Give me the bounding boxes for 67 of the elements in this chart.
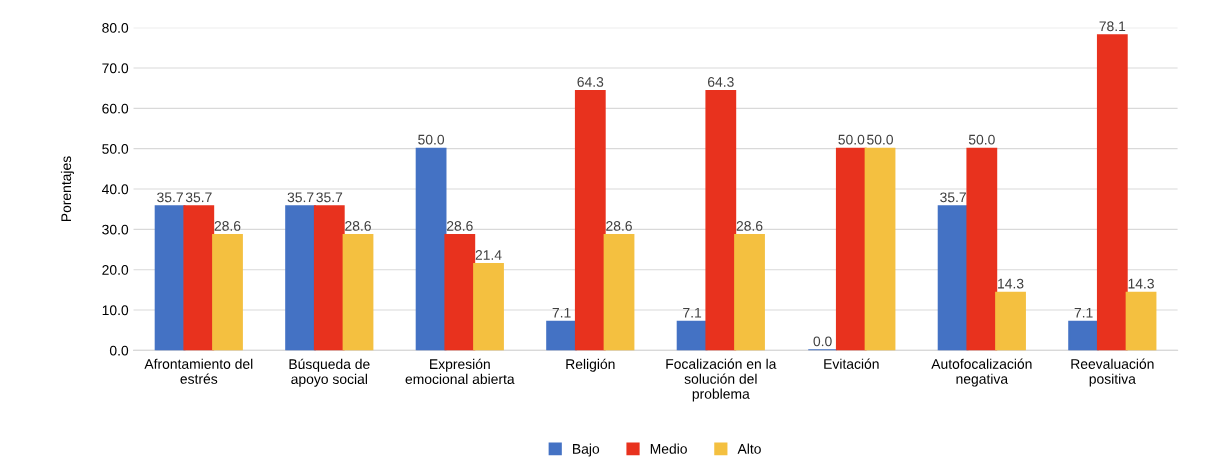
x-tick-label: Reevaluación positiva [1071,358,1154,387]
data-label: 50.0 [418,134,445,145]
y-tick-label: 70.0 [102,63,129,74]
data-label: 7.1 [1074,307,1093,318]
legend-label: Medio [650,443,687,454]
data-label: 28.6 [345,221,371,231]
bar [212,233,243,351]
data-label: 14.3 [998,278,1024,289]
bar [342,233,374,351]
bar [183,205,215,351]
data-label: 28.6 [606,221,632,231]
data-label: 50.0 [838,134,865,145]
data-label: 35.7 [287,192,314,203]
y-axis-title: Porentajes [60,156,74,222]
bar [1068,320,1100,351]
bar [285,205,316,351]
bar [937,205,969,351]
bar [546,320,577,351]
x-tick-label: Afrontamiento del estrés [144,358,253,384]
bar [734,233,765,351]
data-label: 7.1 [552,307,571,318]
y-tick-label: 80.0 [102,22,129,33]
x-tick-label: Focalización en la solución del problema [666,358,777,402]
data-label: 21.4 [475,250,502,260]
bar [995,291,1026,351]
data-label: 28.6 [736,221,763,231]
data-label: 28.6 [214,221,241,231]
x-tick-label: Expresión emocional abierta [405,358,515,385]
bar [313,205,345,351]
bar [1096,34,1128,351]
data-label: 78.1 [1099,21,1126,32]
bar [603,233,635,351]
bar [415,147,447,351]
x-tick-label: Religión [566,358,615,372]
data-label: 7.1 [683,307,702,318]
bar [154,205,186,351]
bar [864,147,896,351]
data-label: 35.7 [157,192,183,203]
bar [705,89,737,351]
data-label: 0.0 [813,336,832,347]
y-tick-label: 20.0 [102,265,129,275]
y-tick-label: 10.0 [102,305,129,316]
y-tick-label: 60.0 [102,103,129,114]
y-tick-label: 30.0 [102,224,129,235]
data-label: 35.7 [940,192,966,203]
data-label: 64.3 [577,77,604,87]
y-tick-label: 40.0 [101,184,129,195]
bar [835,147,867,351]
legend-label: Alto [737,443,761,454]
data-label: 28.6 [446,221,473,231]
bar [1125,291,1157,351]
legend-label: Bajo [573,443,600,457]
data-label: 64.3 [708,77,734,87]
bar [966,147,998,351]
data-label: 14.3 [1128,278,1154,289]
bar [574,89,606,351]
bar [444,233,476,351]
x-tick-label: Autofocalización negativa [931,358,1032,387]
data-label: 50.0 [867,134,893,145]
data-label: 35.7 [185,192,212,203]
x-tick-label: Búsqueda de apoyo social [289,358,370,387]
data-label: 50.0 [968,134,995,145]
y-tick-label: 0.0 [109,345,129,356]
x-tick-label: Evitación [824,358,879,369]
y-tick-label: 50.0 [102,144,129,154]
data-label: 35.7 [316,192,343,203]
bar [473,263,504,351]
